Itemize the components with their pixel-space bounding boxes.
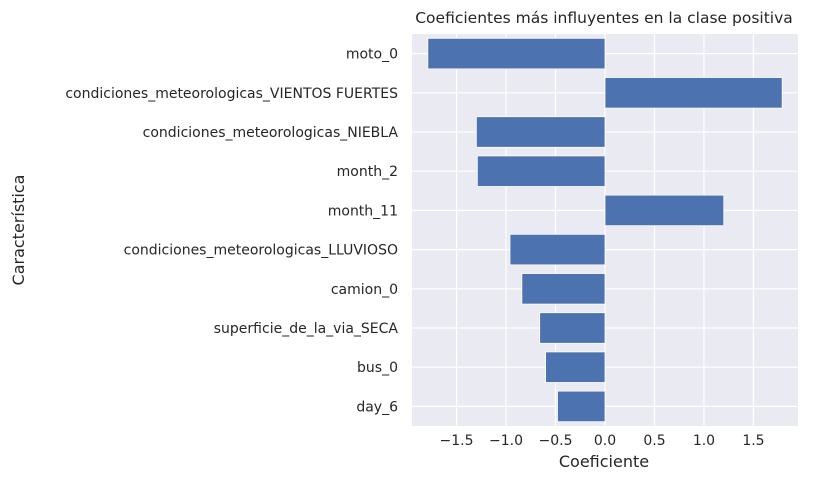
y-tick-label: condiciones_meteorologicas_NIEBLA [143,125,399,141]
y-tick-labels: moto_0 condiciones_meteorologicas_VIENTOS… [65,47,398,416]
bar [557,390,606,423]
bar [545,351,606,383]
bar [521,273,606,305]
chart-title: Coeficientes más influyentes en la clase… [415,9,793,27]
y-tick-label: bus_0 [357,360,398,376]
x-tick-label: 0.0 [594,433,616,449]
x-tick-label: 1.5 [742,433,764,449]
x-tick-labels: −1.5 −1.0 −0.5 0.0 0.5 1.0 1.5 [440,433,765,449]
bar [509,233,606,266]
bar [475,116,606,148]
bar [604,77,783,109]
y-tick-label: condiciones_meteorologicas_LLUVIOSO [124,243,398,259]
y-axis-title: Característica [9,175,28,286]
y-tick-label: camion_0 [331,282,398,298]
y-tick-label: month_11 [328,203,398,219]
x-tick-label: −1.0 [489,433,523,449]
y-tick-label: superficie_de_la_via_SECA [214,321,399,337]
bar [539,312,606,344]
bars [427,37,783,423]
bar [476,155,606,187]
x-tick-label: 1.0 [693,433,715,449]
x-axis-title: Coeficiente [559,452,649,471]
y-tick-label: condiciones_meteorologicas_VIENTOS FUERT… [65,86,398,102]
x-tick-label: −0.5 [539,433,573,449]
x-tick-label: 0.5 [643,433,665,449]
bar [427,37,606,70]
y-tick-label: month_2 [337,164,398,180]
bar [604,194,725,227]
y-tick-label: day_6 [356,399,398,415]
y-tick-label: moto_0 [346,47,398,63]
x-tick-label: −1.5 [440,433,474,449]
